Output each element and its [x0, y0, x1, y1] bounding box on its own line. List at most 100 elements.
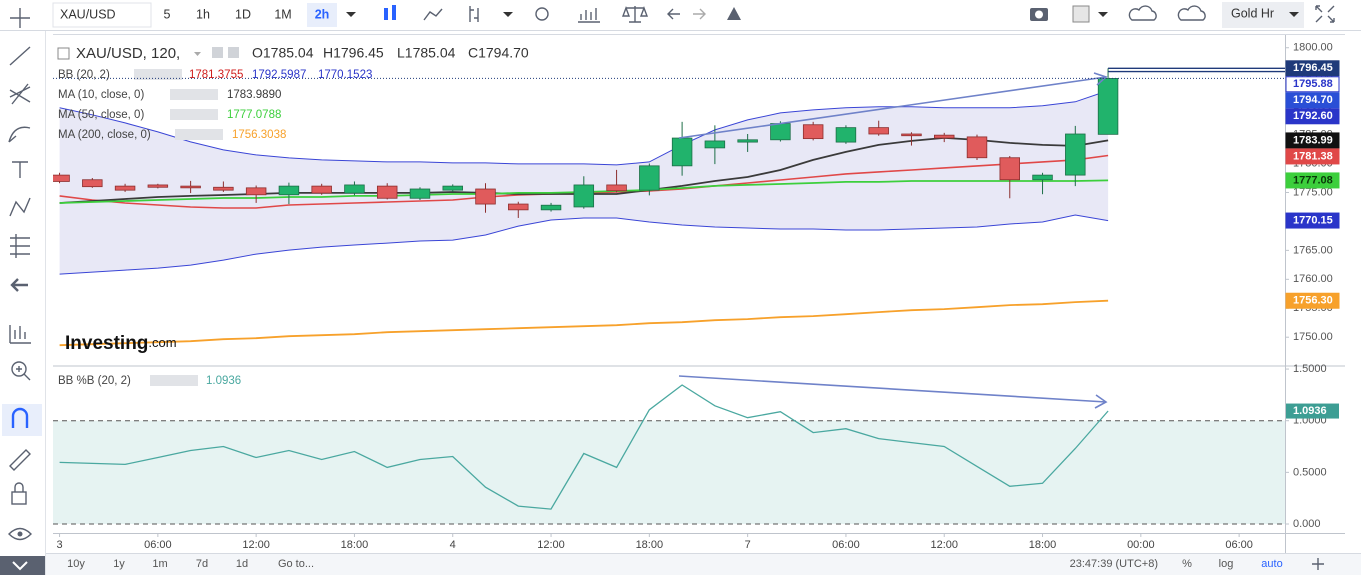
line-icon[interactable]: [423, 8, 443, 21]
eye-tool[interactable]: [8, 527, 32, 541]
drawing-tools: [0, 8, 45, 575]
watermark-brand: Investing: [65, 333, 148, 354]
back-tool[interactable]: [10, 278, 28, 292]
toolbar-icons: [384, 2, 1335, 28]
pattern-tool[interactable]: [9, 197, 31, 217]
compare-icon[interactable]: [621, 6, 649, 23]
interval[interactable]: 1D: [235, 7, 251, 21]
percent-b-line: [59, 384, 1109, 510]
trend-line[interactable]: [678, 375, 1107, 403]
legend-icons[interactable]: [170, 109, 218, 120]
trend-tool[interactable]: [9, 46, 31, 66]
ma-value: 1777.0788: [227, 109, 281, 121]
candle-body: [573, 184, 595, 208]
y-tick-label: 1775.00: [1293, 186, 1333, 198]
candle-body: [311, 185, 332, 194]
lock-tool[interactable]: [11, 491, 27, 505]
candle-body: [147, 184, 169, 188]
legend-icon[interactable]: [228, 47, 239, 58]
caret[interactable]: [1098, 12, 1108, 17]
fib-tool[interactable]: [9, 83, 31, 105]
candle-icon[interactable]: [384, 8, 388, 20]
color-icon[interactable]: [1072, 5, 1090, 23]
range-button[interactable]: 10y: [67, 558, 85, 570]
legend-icon[interactable]: [212, 47, 223, 58]
legend-icons[interactable]: [175, 129, 223, 140]
crosshair-tool[interactable]: [10, 8, 30, 28]
trend-line[interactable]: [678, 76, 1107, 139]
legend-icons[interactable]: [134, 69, 182, 80]
ma-name: MA (50, close, 0): [58, 109, 144, 121]
alert-icon[interactable]: [727, 7, 741, 20]
text-tool[interactable]: [12, 161, 28, 178]
legend-icons[interactable]: [150, 375, 198, 386]
left-toolbar: [0, 31, 45, 575]
interval[interactable]: 1M: [274, 7, 291, 21]
candle-body: [999, 157, 1020, 181]
range-button[interactable]: 1d: [236, 558, 248, 570]
settings-icon[interactable]: [1312, 558, 1324, 570]
collapse-box[interactable]: [57, 47, 70, 60]
price-tag-label: 1777.08: [1293, 174, 1333, 186]
camera-lens: [1035, 10, 1043, 19]
price-tag-label: 1796.45: [1293, 62, 1333, 74]
x-tick-label: 06:00: [1225, 539, 1253, 551]
legend-icons[interactable]: [170, 89, 218, 100]
interval-caret[interactable]: [346, 12, 356, 17]
indicator-legend: BB %B (20, 2) 1.0936: [58, 375, 241, 387]
range-button[interactable]: 1y: [113, 558, 125, 570]
symbol-box[interactable]: [52, 2, 152, 28]
interval[interactable]: 5: [164, 7, 171, 21]
interval[interactable]: 2h: [315, 7, 330, 21]
caret[interactable]: [503, 12, 513, 17]
trend-arrow: [1093, 72, 1108, 86]
redo-icon[interactable]: [693, 8, 706, 20]
lock-draw-tool[interactable]: [9, 449, 31, 471]
account-box[interactable]: [1222, 2, 1304, 28]
settings-icon[interactable]: [535, 7, 549, 21]
x-tick-label: 06:00: [832, 539, 860, 551]
cloud-upload[interactable]: [1177, 5, 1206, 21]
fullscreen-icon[interactable]: [1315, 5, 1335, 23]
candle-body: [278, 185, 300, 196]
x-tick-label: 12:00: [242, 539, 270, 551]
cloud-download[interactable]: [1128, 5, 1157, 21]
prediction-tool[interactable]: [10, 234, 30, 258]
candle-body: [868, 127, 889, 135]
bar-icon[interactable]: [469, 6, 479, 22]
price-tag: [1285, 76, 1340, 93]
y-tick-label: 1750.00: [1293, 331, 1333, 343]
range-button[interactable]: 1m: [152, 558, 167, 570]
range-button[interactable]: 7d: [196, 558, 208, 570]
interval[interactable]: 1h: [196, 7, 210, 21]
caret[interactable]: [1289, 12, 1299, 17]
symbol[interactable]: XAU/USD: [60, 7, 116, 21]
value-tag-label: 1.0936: [1293, 405, 1327, 417]
caret[interactable]: [194, 52, 201, 56]
candle-body: [82, 179, 103, 188]
zoom-tool[interactable]: [11, 361, 27, 377]
price-tag: [1285, 292, 1340, 309]
ma-value: 1756.3038: [232, 129, 286, 141]
drawings: [678, 72, 1108, 409]
collapse-arrow: [12, 561, 28, 571]
goto[interactable]: Go to...: [278, 558, 314, 570]
candle-icon[interactable]: [392, 5, 396, 20]
scale-option[interactable]: auto: [1261, 558, 1282, 570]
candle-body: [442, 185, 463, 191]
price-tag: [1285, 108, 1340, 125]
candle-body: [180, 185, 201, 189]
scale-option[interactable]: log: [1219, 558, 1234, 570]
candle-body: [376, 185, 398, 199]
price-tag: [1285, 148, 1340, 165]
x-tick-label: 18:00: [636, 539, 664, 551]
measure-tool[interactable]: [9, 325, 31, 344]
account[interactable]: Gold Hr: [1231, 6, 1274, 20]
undo-icon[interactable]: [667, 8, 680, 20]
indicator-icon[interactable]: [578, 8, 600, 23]
watermark-suffix: .com: [148, 335, 176, 350]
y-tick-label: 1765.00: [1293, 244, 1333, 256]
brush-tool[interactable]: [8, 126, 31, 143]
scale-option[interactable]: %: [1182, 558, 1192, 570]
indicator-plot: [53, 384, 1285, 525]
